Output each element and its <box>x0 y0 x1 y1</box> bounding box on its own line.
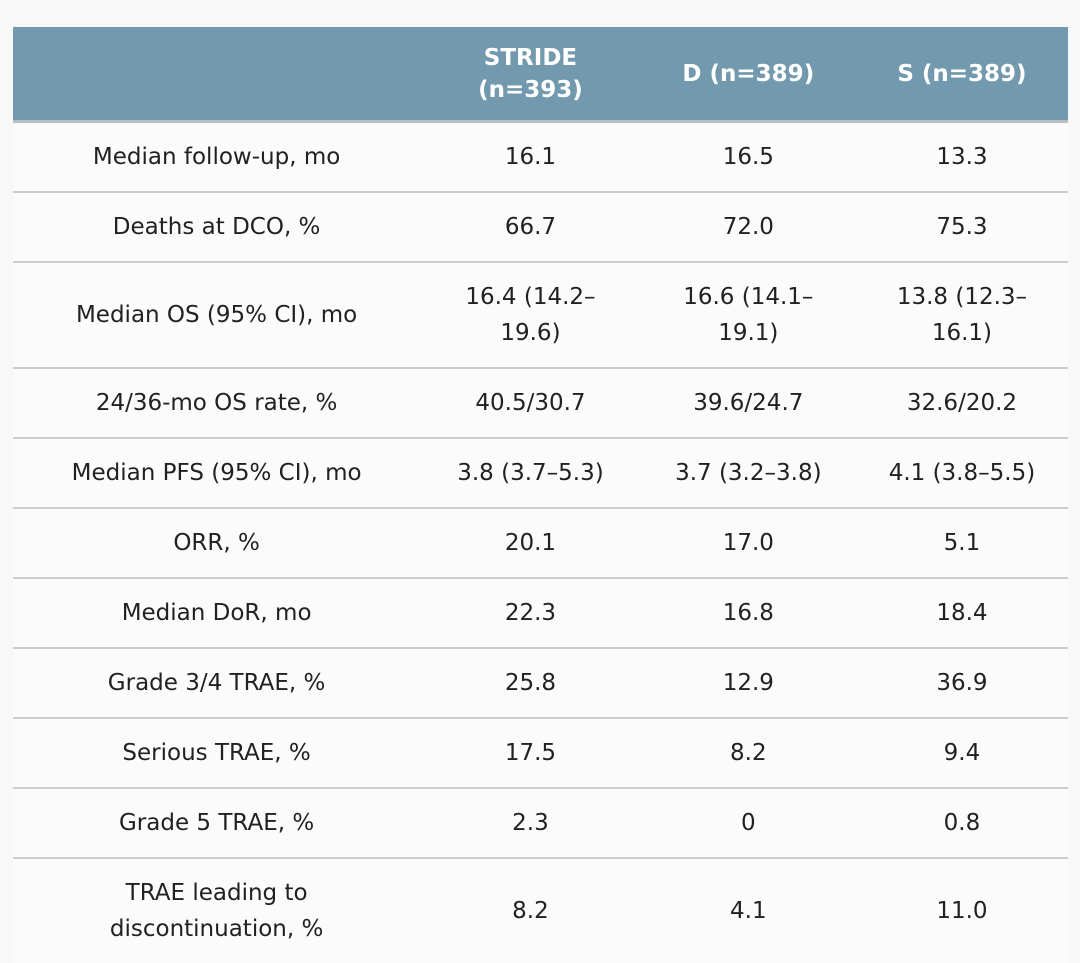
table-row: Grade 5 TRAE, % 2.3 0 0.8 <box>13 789 1068 859</box>
table-row: Median PFS (95% CI), mo 3.8 (3.7–5.3) 3.… <box>13 439 1068 509</box>
cell-value: 66.7 <box>504 214 557 240</box>
cell-value: 25.8 <box>504 670 557 696</box>
table-header-row: STRIDE (n=393) D (n=389) S (n=389) <box>13 27 1068 123</box>
row-label: Deaths at DCO, % <box>112 214 321 240</box>
header-cell-d: D (n=389) <box>682 60 815 87</box>
cell-value: 0.8 <box>943 810 981 836</box>
table-row: Median DoR, mo 22.3 16.8 18.4 <box>13 579 1068 649</box>
cell-value: 12.9 <box>722 670 774 696</box>
cell-value: 16.1 <box>504 144 557 170</box>
cell-value: 72.0 <box>722 214 774 240</box>
results-table: STRIDE (n=393) D (n=389) S (n=389) Media… <box>13 27 1068 963</box>
cell-value: 3.7 (3.2–3.8) <box>675 460 822 486</box>
row-label: TRAE leading to discontinuation, % <box>109 880 324 942</box>
cell-value: 9.4 <box>943 740 981 766</box>
table-row: Median OS (95% CI), mo 16.4 (14.2– 19.6)… <box>13 263 1068 369</box>
cell-value: 0 <box>740 810 756 836</box>
row-label: Serious TRAE, % <box>122 740 311 766</box>
header-cell-s: S (n=389) <box>897 60 1027 87</box>
cell-value: 8.2 <box>730 740 767 766</box>
cell-value: 13.8 (12.3– 16.1) <box>896 284 1028 346</box>
cell-value: 4.1 <box>730 898 767 924</box>
cell-value: 2.3 <box>512 810 549 836</box>
cell-value: 4.1 (3.8–5.5) <box>888 460 1036 486</box>
table-row: Deaths at DCO, % 66.7 72.0 75.3 <box>13 193 1068 263</box>
row-label: 24/36-mo OS rate, % <box>95 390 338 416</box>
row-label: ORR, % <box>173 530 260 556</box>
row-label: Grade 5 TRAE, % <box>118 810 315 836</box>
cell-value: 32.6/20.2 <box>906 390 1018 416</box>
row-label: Median follow-up, mo <box>92 144 341 170</box>
cell-value: 22.3 <box>504 600 557 626</box>
table-row: Median follow-up, mo 16.1 16.5 13.3 <box>13 123 1068 193</box>
cell-value: 11.0 <box>936 898 988 924</box>
header-cell-blank <box>13 68 420 80</box>
cell-value: 13.3 <box>936 144 988 170</box>
row-label: Grade 3/4 TRAE, % <box>107 670 326 696</box>
cell-value: 16.8 <box>722 600 774 626</box>
row-label: Median DoR, mo <box>121 600 312 626</box>
cell-value: 75.3 <box>936 214 988 240</box>
cell-value: 3.8 (3.7–5.3) <box>457 460 604 486</box>
table-row: Grade 3/4 TRAE, % 25.8 12.9 36.9 <box>13 649 1068 719</box>
cell-value: 40.5/30.7 <box>475 390 586 416</box>
cell-value: 39.6/24.7 <box>693 390 804 416</box>
header-cell-stride: STRIDE (n=393) <box>478 44 583 103</box>
table-row: Serious TRAE, % 17.5 8.2 9.4 <box>13 719 1068 789</box>
row-label: Median OS (95% CI), mo <box>75 302 358 328</box>
cell-value: 18.4 <box>936 600 988 626</box>
cell-value: 16.6 (14.1– 19.1) <box>683 284 814 346</box>
cell-value: 5.1 <box>943 530 981 556</box>
cell-value: 16.4 (14.2– 19.6) <box>465 284 596 346</box>
cell-value: 20.1 <box>504 530 557 556</box>
table-row: ORR, % 20.1 17.0 5.1 <box>13 509 1068 579</box>
cell-value: 36.9 <box>936 670 988 696</box>
table-row: 24/36-mo OS rate, % 40.5/30.7 39.6/24.7 … <box>13 369 1068 439</box>
table-row: TRAE leading to discontinuation, % 8.2 4… <box>13 859 1068 963</box>
row-label: Median PFS (95% CI), mo <box>71 460 362 486</box>
cell-value: 16.5 <box>722 144 774 170</box>
cell-value: 17.5 <box>504 740 557 766</box>
cell-value: 8.2 <box>512 898 549 924</box>
cell-value: 17.0 <box>722 530 774 556</box>
